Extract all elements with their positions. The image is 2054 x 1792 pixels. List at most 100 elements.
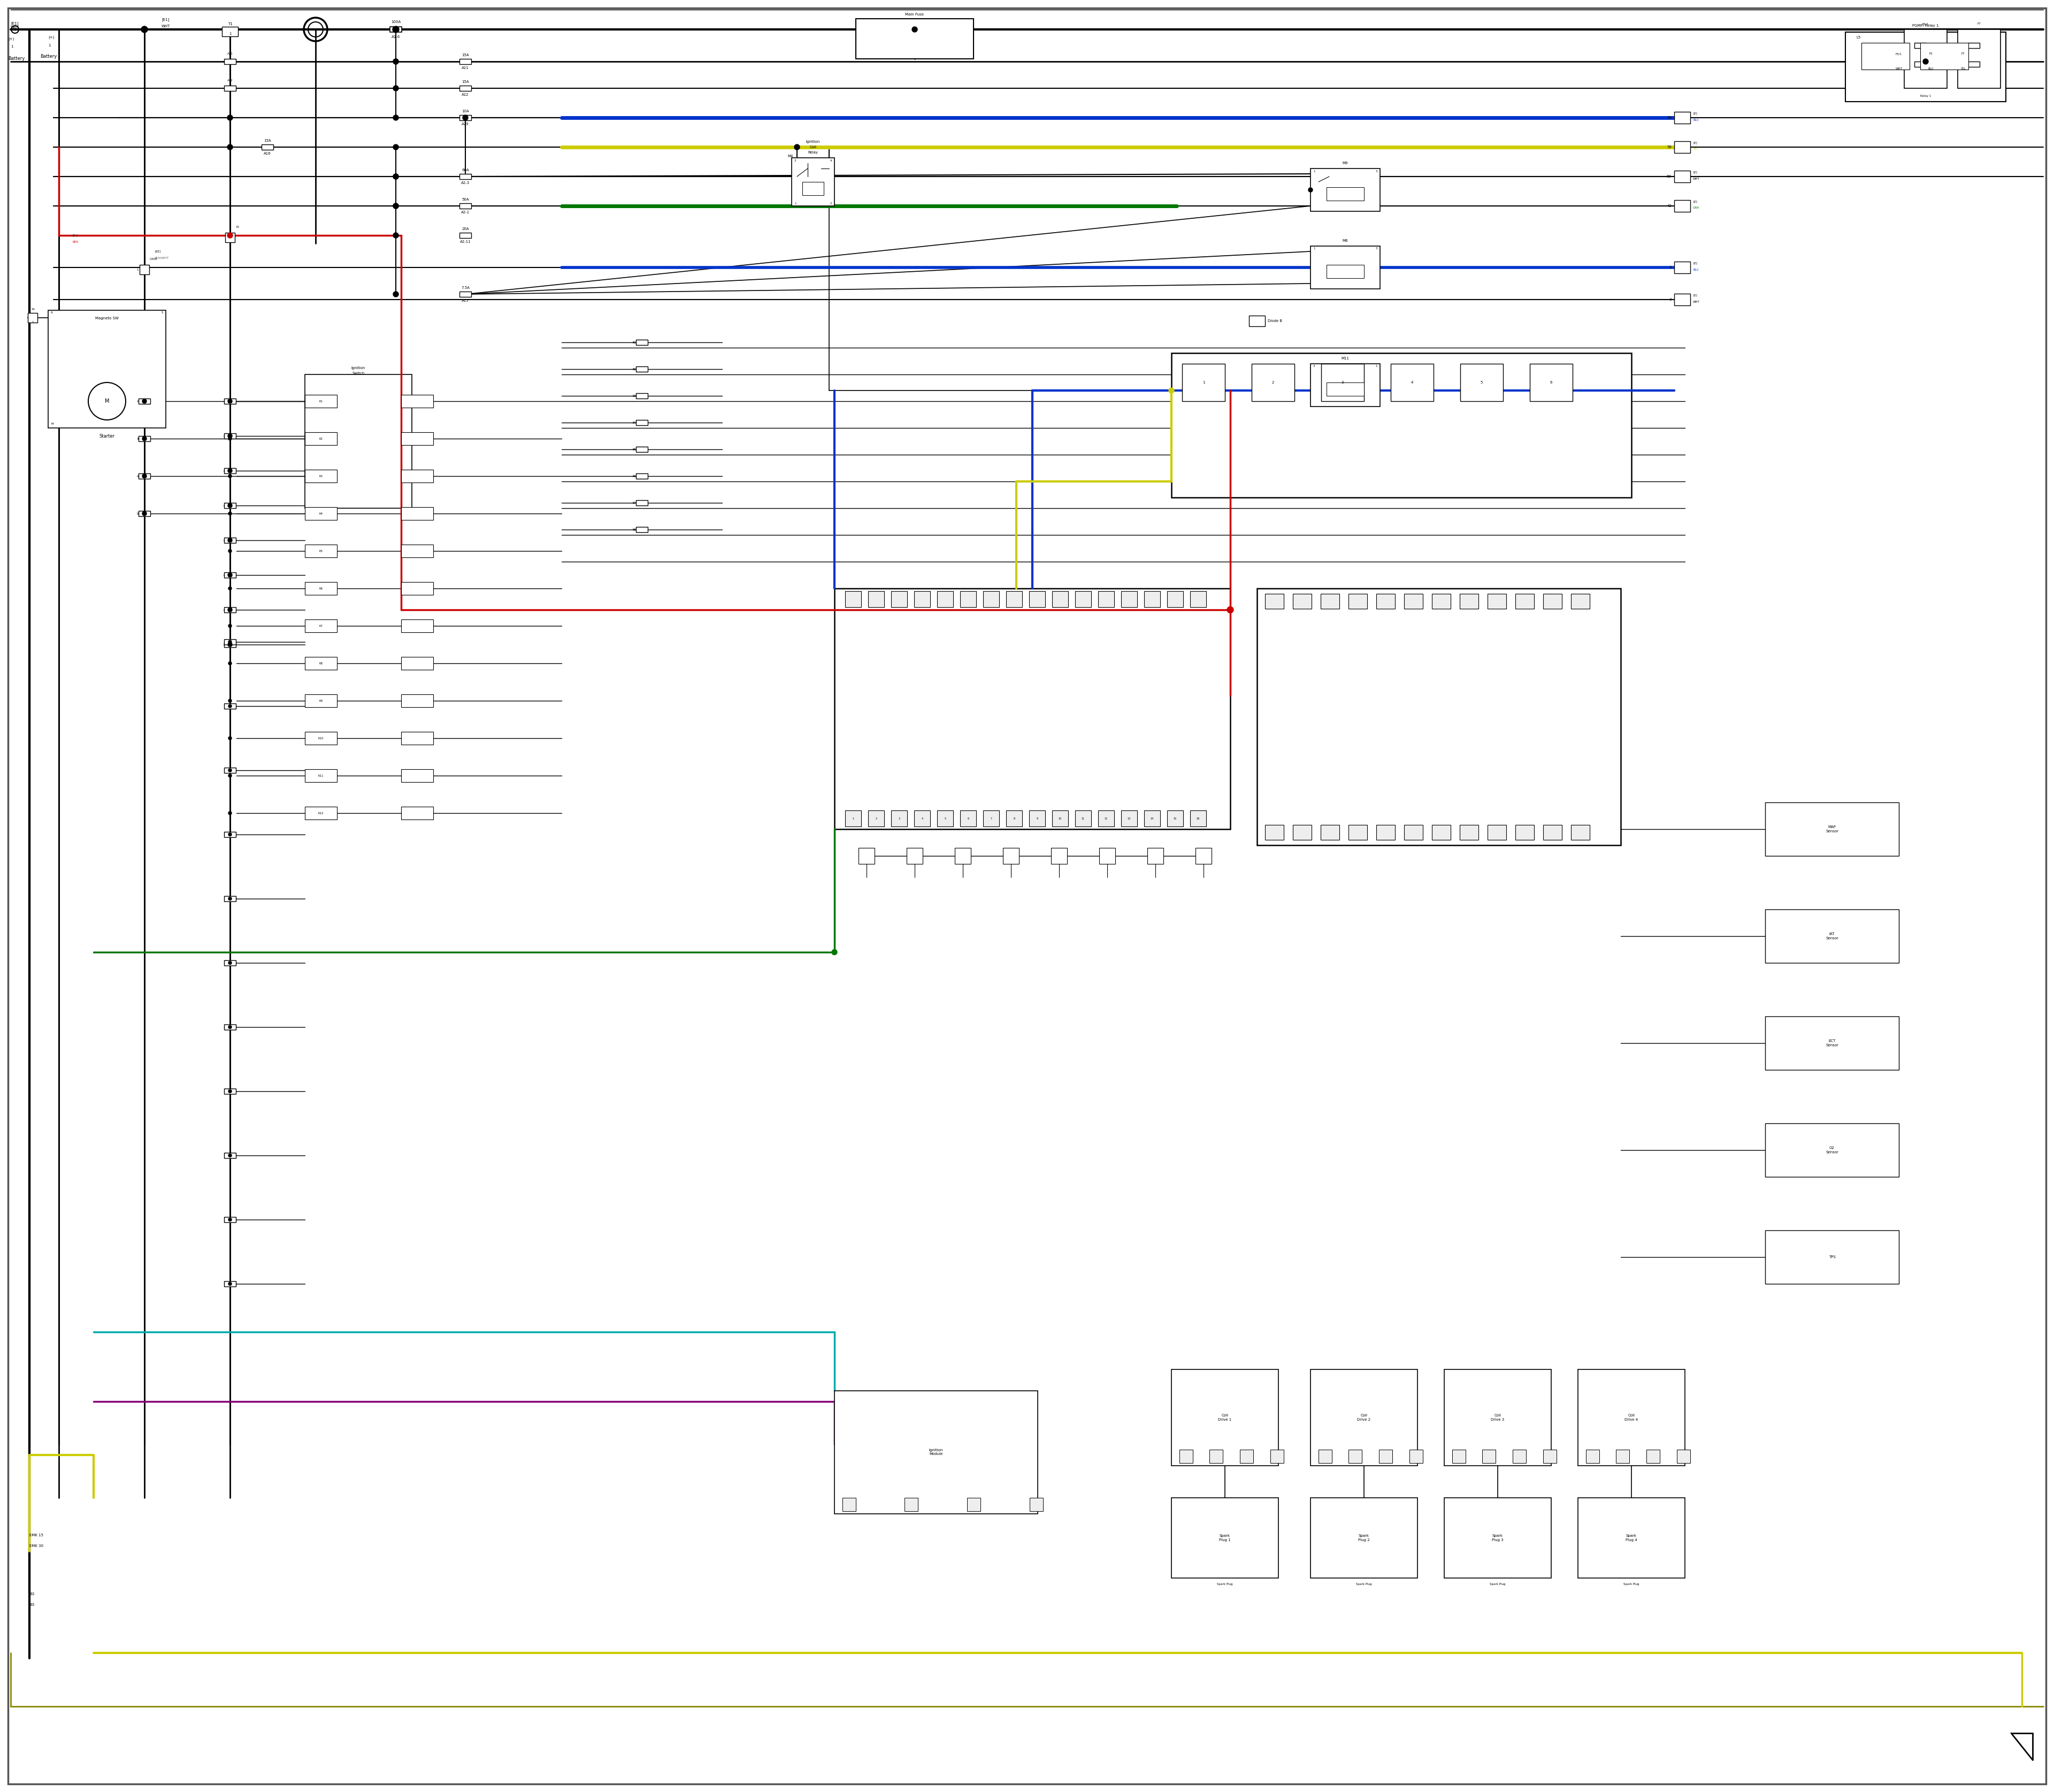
Bar: [1925, 59, 1937, 65]
Bar: [902, 36, 912, 41]
Text: B3: B3: [633, 394, 637, 398]
Bar: [224, 1088, 236, 1093]
Circle shape: [795, 145, 799, 151]
Bar: [1391, 364, 1434, 401]
Bar: [140, 265, 150, 274]
Bar: [1444, 1498, 1551, 1579]
Text: [EE]: [EE]: [156, 251, 160, 253]
Text: YEL: YEL: [1692, 149, 1699, 151]
Bar: [869, 591, 883, 607]
Text: O2
Sensor: O2 Sensor: [1826, 1147, 1838, 1154]
Bar: [224, 434, 236, 439]
Text: 14: 14: [1150, 817, 1154, 819]
Text: 5: 5: [1670, 265, 1672, 269]
Circle shape: [228, 961, 232, 964]
Bar: [803, 181, 824, 195]
Text: Spark Plug: Spark Plug: [1356, 1582, 1372, 1586]
Text: Spark Plug: Spark Plug: [1489, 1582, 1506, 1586]
Bar: [1674, 262, 1690, 274]
Circle shape: [392, 145, 398, 151]
Bar: [914, 591, 930, 607]
Bar: [222, 27, 238, 36]
Bar: [937, 810, 953, 826]
Bar: [1179, 1450, 1193, 1462]
Text: EMK 15: EMK 15: [29, 1534, 43, 1538]
Bar: [138, 435, 150, 441]
Bar: [1002, 848, 1019, 864]
Text: WHT: WHT: [1692, 177, 1701, 179]
Text: Coil
Drive 3: Coil Drive 3: [1491, 1414, 1504, 1421]
Text: TPS: TPS: [1828, 1256, 1836, 1258]
Bar: [224, 59, 236, 65]
Text: B3: B3: [29, 1593, 35, 1595]
Bar: [1674, 170, 1690, 183]
Text: K12: K12: [318, 812, 325, 814]
Circle shape: [392, 233, 398, 238]
Bar: [401, 769, 433, 781]
Bar: [224, 896, 236, 901]
Text: Ignition
Module: Ignition Module: [928, 1450, 943, 1455]
Circle shape: [228, 538, 232, 543]
Bar: [401, 470, 433, 482]
Text: 60: 60: [1666, 176, 1672, 177]
Bar: [955, 848, 972, 864]
Text: B8: B8: [633, 529, 637, 530]
Bar: [1310, 246, 1380, 289]
Text: 1: 1: [228, 32, 232, 36]
Text: L5: L5: [1857, 36, 1861, 39]
Circle shape: [392, 59, 398, 65]
Bar: [224, 1217, 236, 1222]
Bar: [304, 545, 337, 557]
Bar: [304, 694, 337, 708]
Bar: [138, 473, 150, 478]
Text: RED: RED: [72, 240, 78, 244]
Circle shape: [392, 59, 398, 65]
Circle shape: [228, 475, 232, 478]
Text: [E1]: [E1]: [162, 18, 170, 22]
Bar: [1241, 1450, 1253, 1462]
Bar: [1577, 1369, 1684, 1466]
Text: K1: K1: [318, 400, 322, 403]
Bar: [1674, 111, 1690, 124]
Bar: [1586, 1450, 1600, 1462]
Bar: [1460, 593, 1479, 609]
Text: MAP
Sensor: MAP Sensor: [1826, 826, 1838, 833]
Bar: [224, 504, 236, 509]
Bar: [1310, 1498, 1417, 1579]
Bar: [1121, 591, 1138, 607]
Bar: [1349, 593, 1368, 609]
Text: T1: T1: [228, 23, 232, 25]
Text: 20A: 20A: [462, 228, 468, 231]
Text: F5/1: F5/1: [1923, 23, 1929, 25]
Bar: [1183, 364, 1224, 401]
Circle shape: [228, 774, 232, 778]
Bar: [224, 607, 236, 613]
Bar: [1099, 591, 1113, 607]
Circle shape: [1169, 387, 1175, 392]
Bar: [1257, 588, 1621, 846]
Text: B1: B1: [633, 340, 637, 344]
Circle shape: [392, 27, 398, 32]
Bar: [1571, 593, 1590, 609]
Bar: [869, 36, 881, 41]
Text: WHT: WHT: [162, 25, 170, 29]
Bar: [460, 86, 470, 91]
Bar: [1052, 848, 1068, 864]
Text: 15A: 15A: [263, 140, 271, 142]
Text: B7: B7: [633, 502, 637, 504]
Text: F7: F7: [1978, 23, 1980, 25]
Bar: [959, 810, 976, 826]
Bar: [304, 731, 337, 745]
Text: Diode B: Diode B: [1267, 319, 1282, 323]
Text: 1: 1: [47, 43, 51, 47]
Bar: [904, 1498, 918, 1511]
Text: A16: A16: [263, 152, 271, 156]
Bar: [1432, 593, 1450, 609]
Text: 4: 4: [1411, 382, 1413, 383]
Bar: [1920, 43, 1968, 70]
Text: K4: K4: [318, 513, 322, 514]
Bar: [460, 233, 470, 238]
Text: 15: 15: [1173, 817, 1177, 819]
Bar: [304, 470, 337, 482]
Text: Magneto SW: Magneto SW: [94, 317, 119, 321]
